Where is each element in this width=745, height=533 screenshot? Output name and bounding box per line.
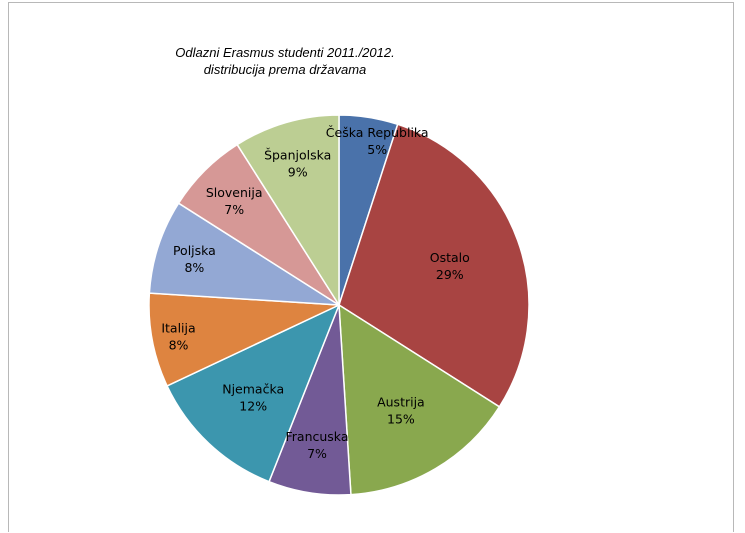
chart-title-line-1: Odlazni Erasmus studenti 2011./2012. bbox=[175, 45, 395, 60]
chart-title: Odlazni Erasmus studenti 2011./2012. dis… bbox=[140, 44, 430, 78]
pie-labels: Češka Republika 5% Ostalo 29% Austrija 15% Fra… bbox=[161, 125, 469, 461]
slice-label-name-2: Ostalo bbox=[430, 250, 470, 265]
slice-label-name-3: Austrija bbox=[377, 395, 425, 410]
pie-slice-2 bbox=[338, 123, 530, 408]
slice-label-name-9: Španjolska bbox=[264, 148, 331, 163]
slice-label-name-1: Češka Republika bbox=[326, 125, 429, 140]
slice-label-name-4: Francuska bbox=[286, 429, 349, 444]
chart-title-line-2: distribucija prema državama bbox=[203, 62, 367, 77]
slice-label-value-3: 15% bbox=[387, 412, 415, 427]
pie-slice-3 bbox=[338, 303, 501, 496]
slice-label-value-8: 7% bbox=[224, 202, 244, 217]
slice-label-value-6: 8% bbox=[169, 338, 189, 353]
slice-label-value-1: 5% bbox=[367, 142, 387, 157]
slice-label-value-7: 8% bbox=[184, 260, 204, 275]
slice-label-value-2: 29% bbox=[436, 267, 464, 282]
slice-label-value-4: 7% bbox=[307, 446, 327, 461]
pie-slice-9 bbox=[236, 114, 340, 308]
slice-label-name-7: Poljska bbox=[173, 243, 216, 258]
slice-label-name-5: Njemačka bbox=[222, 381, 284, 396]
slice-label-value-9: 9% bbox=[288, 165, 308, 180]
pie-slices bbox=[148, 114, 530, 496]
slice-label-name-6: Italija bbox=[161, 321, 195, 336]
slice-label-value-5: 12% bbox=[239, 398, 267, 413]
slice-label-name-8: Slovenija bbox=[206, 185, 263, 200]
pie-slice-7 bbox=[148, 202, 340, 306]
pie-slice-5 bbox=[166, 303, 341, 483]
pie-slice-6 bbox=[148, 292, 340, 387]
